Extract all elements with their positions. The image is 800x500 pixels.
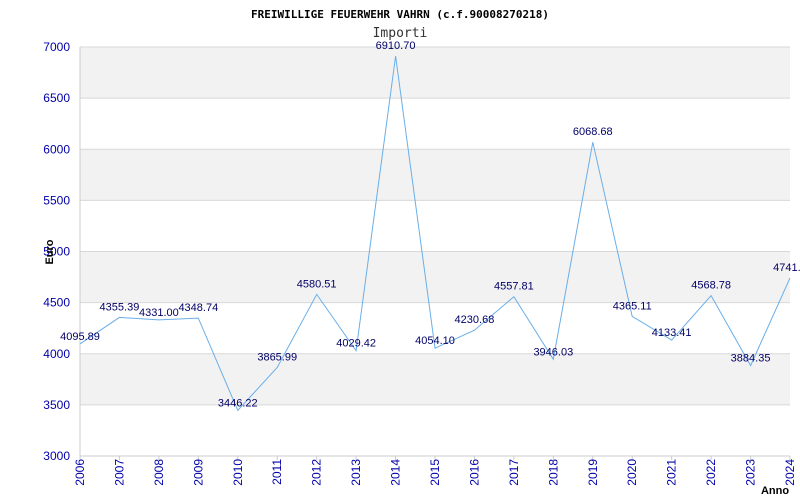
x-tick-label: 2008 xyxy=(152,459,166,486)
data-label: 4095.89 xyxy=(60,331,100,343)
x-tick-label: 2016 xyxy=(467,459,481,486)
x-axis-ticks: 2006 2007 2008 2009 2010 2011 2012 2013 2014 2015… xyxy=(73,456,797,486)
data-label: 4348.74 xyxy=(178,302,218,314)
x-tick-label: 2023 xyxy=(744,459,758,486)
x-tick-label: 2015 xyxy=(428,459,442,486)
data-label: 4580.51 xyxy=(297,278,337,290)
grid-band xyxy=(80,251,790,303)
y-tick-label: 4500 xyxy=(43,296,70,310)
x-tick-label: 2011 xyxy=(270,459,284,485)
y-tick-label: 7000 xyxy=(43,40,70,54)
data-label: 4133.41 xyxy=(652,327,692,339)
y-tick-label: 5000 xyxy=(43,245,70,259)
y-tick-label: 3000 xyxy=(43,449,70,463)
gridlines xyxy=(80,46,790,457)
y-axis-label: Euro xyxy=(44,239,56,264)
x-tick-label: 2019 xyxy=(586,459,600,486)
x-tick-label: 2020 xyxy=(625,459,639,486)
y-axis-ticks: 3000 3500 4000 4500 5000 5500 6000 6500 7000 xyxy=(43,40,70,463)
grid-band xyxy=(80,149,790,201)
data-label: 4557.81 xyxy=(494,281,534,293)
grid-band xyxy=(80,47,790,99)
y-tick-label: 5500 xyxy=(43,193,70,207)
data-label: 4365.11 xyxy=(613,300,652,312)
x-tick-label: 2022 xyxy=(704,459,718,486)
data-label: 4331.00 xyxy=(139,307,179,319)
data-label: 3865.99 xyxy=(257,351,297,363)
data-label: 3946.03 xyxy=(533,346,573,358)
x-tick-label: 2012 xyxy=(310,459,324,486)
x-tick-label: 2014 xyxy=(389,459,403,486)
data-label: 6068.68 xyxy=(573,126,613,138)
x-tick-label: 2021 xyxy=(665,459,679,486)
data-label: 4029.42 xyxy=(336,338,376,350)
y-tick-label: 4000 xyxy=(43,347,70,361)
x-tick-label: 2018 xyxy=(546,459,560,486)
grid-band xyxy=(80,353,790,405)
x-tick-label: 2024 xyxy=(783,459,797,486)
data-label: 4741.6 xyxy=(773,262,800,274)
data-label: 4355.39 xyxy=(100,301,140,313)
data-label: 3446.22 xyxy=(218,397,258,409)
x-tick-label: 2007 xyxy=(112,459,126,486)
x-tick-label: 2010 xyxy=(231,459,245,486)
data-labels: 4095.89 4355.39 4331.00 4348.74 3446.22 3865.… xyxy=(60,40,800,409)
data-label: 4054.10 xyxy=(415,335,455,347)
y-tick-label: 6500 xyxy=(43,91,70,105)
x-tick-label: 2017 xyxy=(507,459,521,486)
data-label: 6910.70 xyxy=(376,40,416,52)
x-tick-label: 2013 xyxy=(349,459,363,486)
x-tick-label: 2009 xyxy=(191,459,205,486)
y-tick-label: 3500 xyxy=(43,398,70,412)
chart-subtitle: Importi xyxy=(373,26,428,41)
chart-title: FREIWILLIGE FEUERWEHR VAHRN (c.f.9000827… xyxy=(251,8,549,21)
x-tick-label: 2006 xyxy=(73,459,87,486)
grid-bands xyxy=(80,47,790,405)
y-tick-label: 6000 xyxy=(43,142,70,156)
x-axis-label: Anno xyxy=(761,485,789,497)
data-label: 4230.68 xyxy=(455,314,495,326)
data-label: 3884.35 xyxy=(731,353,771,365)
data-label: 4568.78 xyxy=(691,280,731,292)
series-line xyxy=(79,56,791,412)
